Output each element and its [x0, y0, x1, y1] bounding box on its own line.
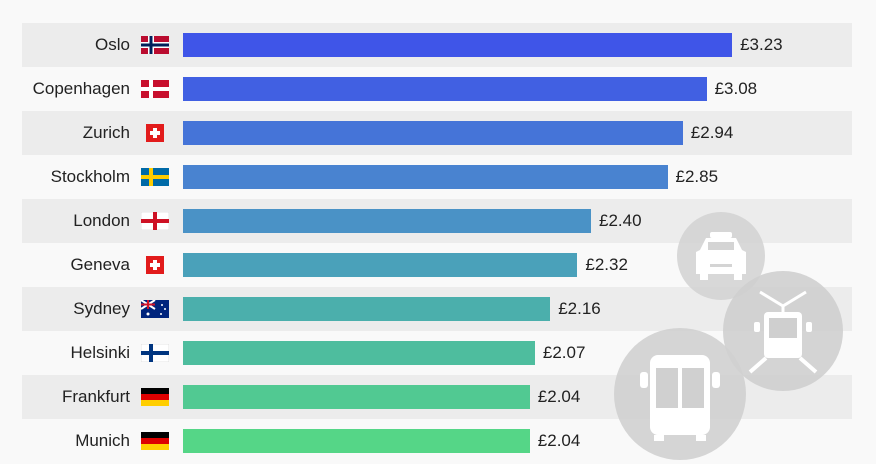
switzerland-flag-icon [146, 256, 164, 274]
germany-flag-icon [141, 388, 169, 406]
norway-flag-icon [141, 36, 169, 54]
bar-row: Zurich £2.94 [22, 111, 852, 155]
bar [183, 121, 683, 145]
data-label: £2.85 [675, 167, 719, 186]
bar-row: Frankfurt £2.04 [22, 375, 852, 419]
category-label: Zurich [82, 123, 130, 142]
bar [183, 297, 551, 321]
data-label: £2.40 [599, 211, 642, 230]
germany-flag-icon [141, 432, 169, 450]
england-flag-icon [141, 212, 169, 230]
data-label: £2.16 [558, 299, 601, 318]
category-label: Copenhagen [32, 79, 130, 98]
bar [183, 253, 578, 277]
bar-row: Sydney £2.16 [22, 287, 852, 331]
sweden-flag-icon [141, 168, 169, 186]
finland-flag-icon [141, 344, 169, 362]
category-label: Sydney [73, 299, 130, 318]
category-label: Geneva [70, 255, 130, 274]
bar-row: Oslo £3.23 [22, 23, 852, 67]
category-label: Munich [75, 431, 130, 450]
category-label: London [73, 211, 130, 230]
bar [183, 429, 530, 453]
data-label: £2.07 [542, 343, 586, 362]
category-label: Frankfurt [61, 387, 130, 406]
bar [183, 33, 733, 57]
bar [183, 165, 668, 189]
bar-row: Copenhagen £3.08 [22, 67, 852, 111]
bar-row: Munich £2.04 [22, 419, 852, 463]
data-label: £2.04 [537, 387, 581, 406]
bar [183, 209, 591, 233]
bar [183, 341, 535, 365]
bar [183, 77, 707, 101]
bar-row: Helsinki £2.07 [22, 331, 852, 375]
category-label: Stockholm [50, 167, 130, 186]
australia-flag-icon [141, 300, 169, 318]
data-label: £3.08 [714, 79, 758, 98]
data-label: £2.32 [585, 255, 628, 274]
category-label: Oslo [95, 35, 130, 54]
switzerland-flag-icon [146, 124, 164, 142]
data-label: £2.04 [537, 431, 581, 450]
bar-row: Geneva £2.32 [22, 243, 852, 287]
bar-row: Stockholm £2.85 [22, 155, 852, 199]
category-label: Helsinki [70, 343, 130, 362]
bar [183, 385, 530, 409]
denmark-flag-icon [141, 80, 169, 98]
bar-row: London £2.40 [22, 199, 852, 243]
data-label: £2.94 [690, 123, 734, 142]
data-label: £3.23 [740, 35, 783, 54]
